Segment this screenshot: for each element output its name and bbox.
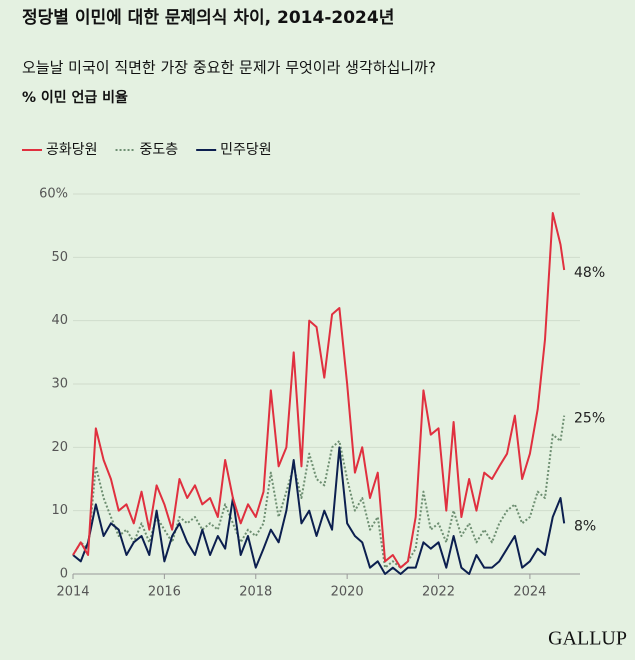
y-label: % 이민 언급 비율 (22, 89, 128, 106)
subtitle: 오늘날 미국이 직면한 가장 중요한 문제가 무엇이라 생각하십니까? (22, 59, 436, 77)
series-line (72, 212, 566, 569)
series-line (72, 446, 566, 575)
y-tick-label: 40 (51, 313, 68, 328)
x-tick-label: 2020 (331, 585, 364, 600)
end-label: 8% (574, 518, 596, 534)
end-label: 48% (574, 265, 605, 281)
x-tick-label: 2018 (239, 585, 272, 600)
end-label: 25% (574, 411, 605, 427)
y-tick-label: 50 (51, 250, 68, 265)
source: GALLUP (548, 628, 627, 650)
y-tick-label: 30 (51, 377, 68, 392)
legend-label: 공화당원 (46, 142, 98, 158)
x-tick-label: 2016 (148, 585, 181, 600)
chart-title: 정당별 이민에 대한 문제의식 차이, 2014-2024년 (22, 8, 394, 28)
x-tick-label: 2014 (56, 585, 89, 600)
y-tick-label: 60% (39, 187, 68, 202)
legend-label: 민주당원 (220, 142, 272, 158)
y-tick-label: 20 (51, 440, 68, 455)
legend-label: 중도층 (140, 142, 179, 158)
y-tick-label: 0 (60, 567, 68, 582)
x-tick-label: 2024 (513, 585, 546, 600)
x-tick-label: 2022 (422, 585, 455, 600)
y-tick-label: 10 (51, 503, 68, 518)
